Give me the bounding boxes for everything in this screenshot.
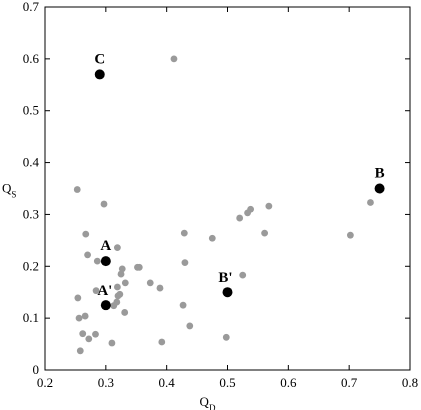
gray-points	[73, 55, 374, 355]
point-label: A'	[97, 283, 112, 299]
data-point	[79, 330, 87, 338]
data-point	[222, 333, 230, 341]
x-tick-label: 0.3	[98, 375, 114, 390]
data-point	[208, 234, 216, 242]
point-label: C	[94, 51, 105, 67]
data-point	[92, 330, 99, 338]
data-point	[179, 301, 187, 309]
point-label: B	[375, 166, 385, 182]
data-point	[265, 202, 273, 210]
x-tick-label: 0.8	[402, 375, 418, 390]
data-point	[81, 312, 89, 320]
data-point	[85, 335, 93, 343]
highlighted-point	[100, 300, 111, 311]
axis-labels: QD QS	[2, 181, 216, 410]
x-axis-label: QD	[200, 394, 216, 410]
data-point	[82, 230, 90, 238]
highlighted-point	[94, 69, 105, 80]
data-point	[76, 347, 84, 355]
data-point	[186, 322, 194, 330]
data-point	[92, 287, 100, 295]
data-point	[158, 338, 166, 346]
axis-ticks: 0.2 0.3 0.4 0.5 0.6 0.7 0.8 0 0.1 0.2 0.3 0.4 0.5 0.6…	[23, 0, 418, 390]
data-point	[117, 270, 125, 278]
data-point	[73, 186, 81, 193]
data-point	[84, 251, 91, 259]
data-point	[261, 229, 269, 237]
data-point	[346, 231, 354, 239]
data-point	[75, 314, 83, 322]
data-point	[116, 290, 124, 298]
data-point	[100, 200, 108, 208]
data-point	[113, 283, 121, 291]
highlighted-point	[374, 183, 385, 194]
data-point	[247, 205, 255, 213]
data-point	[113, 244, 121, 252]
data-point	[135, 263, 143, 271]
point-label: A	[100, 238, 111, 254]
y-tick-label: 0.3	[23, 206, 39, 221]
y-tick-label: 0.6	[23, 51, 40, 66]
highlighted-point	[222, 287, 233, 298]
data-point	[108, 339, 116, 347]
y-tick-label: 0.2	[23, 258, 39, 273]
data-point	[239, 271, 247, 279]
data-point	[180, 229, 188, 237]
x-tick-label: 0.6	[280, 375, 297, 390]
data-point	[181, 259, 189, 267]
data-point	[236, 214, 244, 222]
y-tick-label: 0.1	[23, 310, 39, 325]
x-tick-label: 0.5	[219, 375, 235, 390]
y-tick-label: 0.4	[23, 155, 40, 170]
y-tick-label: 0	[33, 362, 40, 377]
highlighted-points: C A A' B' B	[94, 51, 385, 311]
highlighted-point	[100, 256, 111, 267]
x-tick-label: 0.7	[341, 375, 358, 390]
point-label: B'	[218, 270, 232, 286]
data-point	[113, 298, 121, 306]
y-tick-label: 0.5	[23, 103, 39, 118]
data-point	[93, 257, 101, 265]
data-point	[74, 294, 82, 302]
data-point	[367, 199, 374, 206]
data-point	[121, 279, 129, 287]
data-point	[170, 55, 178, 63]
data-point	[118, 265, 126, 273]
y-axis-label: QS	[2, 181, 16, 200]
y-tick-label: 0.7	[23, 0, 40, 14]
data-point	[156, 284, 164, 292]
x-tick-label: 0.2	[37, 375, 53, 390]
x-tick-label: 0.4	[159, 375, 176, 390]
data-point	[146, 279, 154, 287]
data-point	[121, 309, 129, 316]
